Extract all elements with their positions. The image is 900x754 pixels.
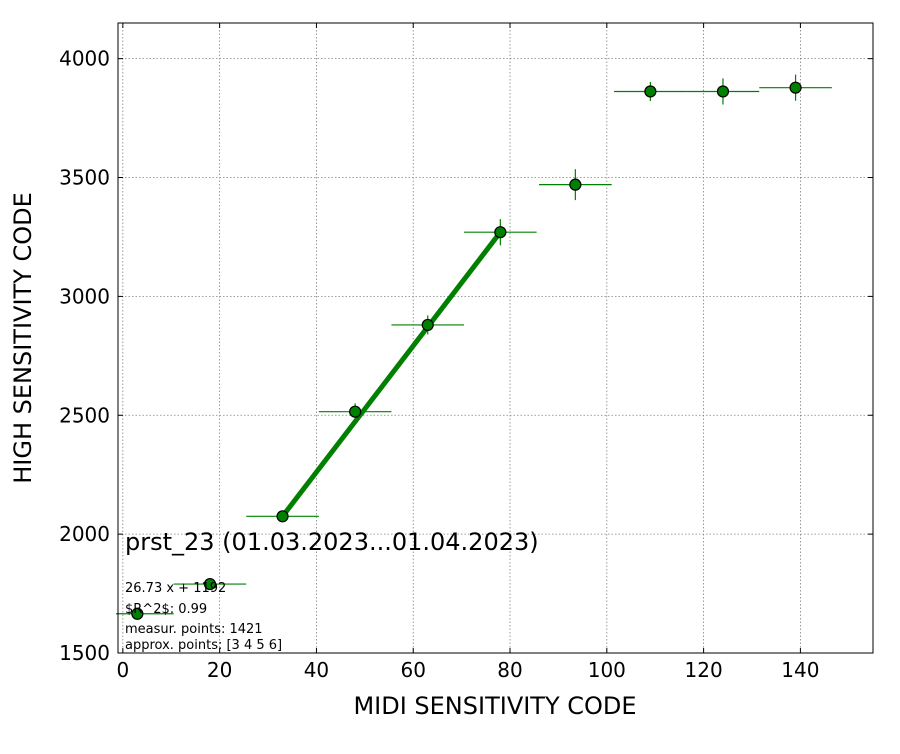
x-tick-label: 140 [781,658,819,682]
x-tick-label: 120 [685,658,723,682]
data-point [789,81,802,94]
data-point [421,318,434,332]
fit-line-group [280,230,503,518]
data-point [569,178,582,191]
data-point [716,85,730,98]
data-point [644,85,657,98]
x-tick-label: 80 [497,658,522,682]
y-tick-label: 2500 [59,403,110,427]
data-point [349,405,362,418]
x-tick-label: 60 [400,658,425,682]
data-point [203,577,217,591]
plot-frame [117,22,874,654]
data-point [131,607,144,620]
y-tick-label: 2000 [59,522,110,546]
annotation-label: prst_23 (01.03.2023...01.04.2023) [125,528,539,556]
y-tick-label: 3500 [59,166,110,190]
data-point [494,226,507,239]
x-axis-label: MIDI SENSITIVITY CODE [353,692,636,720]
annotation-r-squared: $R^2$: 0.99 [125,602,207,617]
data-markers [131,81,802,620]
x-tick-label: 100 [588,658,626,682]
y-axis-label: HIGH SENSITIVITY CODE [9,192,37,484]
y-tick-label: 1500 [59,641,110,665]
y-tick-label: 4000 [59,47,110,71]
annotation-measur-points: measur. points: 1421 [125,622,263,637]
annotation-equation: 26.73 x + 1192 [125,581,226,596]
x-tick-label: 40 [304,658,329,682]
x-tick-label: 20 [207,658,232,682]
axis-ticks: 0 20 40 60 80 100 120 140 1500 2000 2500 3000 3500 40… [59,23,873,682]
grid [118,23,873,653]
x-tick-label: 0 [116,658,129,682]
fit-line [280,230,503,518]
data-point [276,510,289,523]
annotation-approx-points: approx. points: [3 4 5 6] [125,638,282,653]
y-tick-label: 3000 [59,284,110,308]
